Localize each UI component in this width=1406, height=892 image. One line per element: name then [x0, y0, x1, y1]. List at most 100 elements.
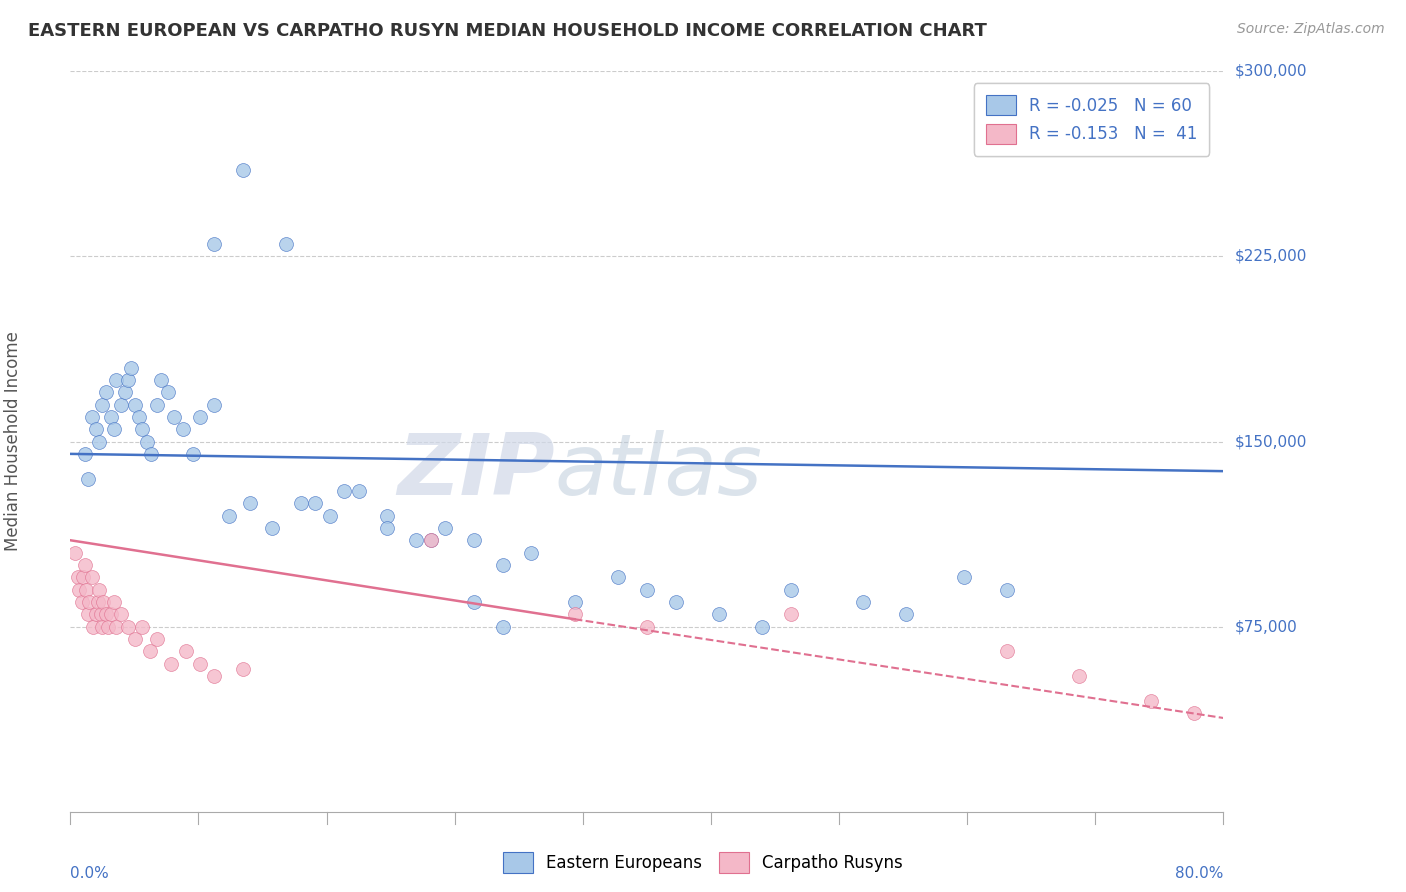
Text: 80.0%: 80.0%: [1175, 866, 1223, 881]
Point: [87, 582, 111, 597]
Point: [1069, 669, 1091, 683]
Point: [63, 545, 86, 560]
Point: [779, 607, 801, 622]
Point: [239, 496, 262, 510]
Point: [96, 607, 118, 622]
Point: [97, 619, 120, 633]
Text: $75,000: $75,000: [1234, 619, 1298, 634]
Point: [105, 373, 128, 387]
Point: [87, 434, 111, 449]
Point: [86, 595, 108, 609]
Text: atlas: atlas: [554, 430, 762, 513]
Text: 0.0%: 0.0%: [70, 866, 110, 881]
Point: [76, 471, 98, 485]
Point: [103, 595, 125, 609]
Point: [135, 434, 157, 449]
Point: [72, 570, 94, 584]
Point: [419, 533, 441, 548]
Point: [150, 373, 173, 387]
Point: [218, 508, 240, 523]
Point: [492, 619, 515, 633]
Text: Source: ZipAtlas.com: Source: ZipAtlas.com: [1237, 22, 1385, 37]
Point: [896, 607, 918, 622]
Point: [66, 570, 89, 584]
Point: [377, 508, 399, 523]
Text: ZIP: ZIP: [396, 430, 554, 513]
Point: [80, 570, 103, 584]
Point: [82, 619, 104, 633]
Point: [67, 582, 90, 597]
Point: [75, 582, 97, 597]
Point: [636, 619, 658, 633]
Point: [779, 582, 801, 597]
Point: [163, 409, 186, 424]
Point: [707, 607, 730, 622]
Point: [852, 595, 875, 609]
Text: $225,000: $225,000: [1234, 249, 1308, 264]
Point: [146, 632, 169, 646]
Legend: R = -0.025   N = 60, R = -0.153   N =  41: R = -0.025 N = 60, R = -0.153 N = 41: [974, 83, 1209, 156]
Point: [204, 669, 226, 683]
Point: [607, 570, 630, 584]
Point: [174, 644, 197, 658]
Point: [995, 644, 1018, 658]
Point: [120, 360, 142, 375]
Point: [84, 607, 107, 622]
Point: [124, 632, 146, 646]
Point: [93, 595, 115, 609]
Point: [110, 398, 132, 412]
Point: [333, 483, 356, 498]
Point: [1140, 138, 1163, 153]
Point: [91, 619, 114, 633]
Point: [110, 607, 132, 622]
Point: [995, 582, 1018, 597]
Point: [204, 237, 226, 252]
Point: [434, 521, 457, 535]
Text: Median Household Income: Median Household Income: [4, 332, 21, 551]
Point: [124, 398, 146, 412]
Point: [377, 521, 399, 535]
Point: [77, 595, 100, 609]
Text: $150,000: $150,000: [1234, 434, 1308, 449]
Point: [204, 398, 226, 412]
Point: [290, 496, 312, 510]
Point: [131, 619, 153, 633]
Point: [117, 373, 139, 387]
Point: [117, 619, 139, 633]
Legend: Eastern Europeans, Carpatho Rusyns: Eastern Europeans, Carpatho Rusyns: [496, 846, 910, 880]
Point: [463, 533, 485, 548]
Point: [114, 385, 136, 400]
Point: [160, 657, 183, 671]
Point: [564, 607, 586, 622]
Point: [139, 447, 162, 461]
Point: [103, 422, 125, 436]
Point: [105, 619, 128, 633]
Text: EASTERN EUROPEAN VS CARPATHO RUSYN MEDIAN HOUSEHOLD INCOME CORRELATION CHART: EASTERN EUROPEAN VS CARPATHO RUSYN MEDIA…: [28, 22, 987, 40]
Point: [73, 558, 96, 572]
Point: [131, 422, 153, 436]
Point: [172, 422, 194, 436]
Point: [90, 607, 112, 622]
Point: [188, 657, 211, 671]
Point: [73, 447, 96, 461]
Point: [100, 607, 122, 622]
Point: [520, 545, 543, 560]
Point: [157, 385, 180, 400]
Point: [276, 237, 298, 252]
Point: [188, 409, 211, 424]
Point: [84, 422, 107, 436]
Point: [665, 595, 688, 609]
Point: [751, 619, 773, 633]
Point: [146, 398, 169, 412]
Point: [304, 496, 326, 510]
Point: [100, 409, 122, 424]
Point: [492, 558, 515, 572]
Point: [319, 508, 342, 523]
Point: [232, 662, 254, 676]
Point: [564, 595, 586, 609]
Point: [70, 595, 93, 609]
Text: $300,000: $300,000: [1234, 64, 1308, 78]
Point: [419, 533, 441, 548]
Point: [463, 595, 485, 609]
Point: [80, 409, 103, 424]
